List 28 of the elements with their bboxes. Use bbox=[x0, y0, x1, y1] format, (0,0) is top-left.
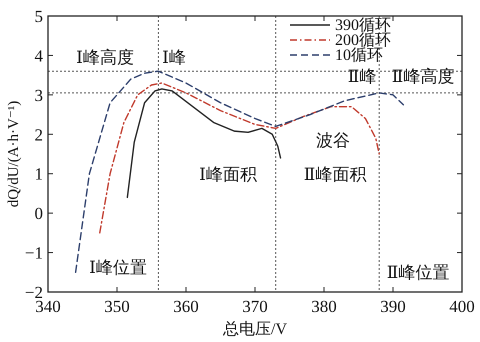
x-tick-label: 400 bbox=[449, 297, 475, 316]
annotation: 波谷 bbox=[316, 131, 350, 150]
annotation: Ⅱ峰 bbox=[348, 67, 376, 86]
annotation: Ⅱ峰高度 bbox=[392, 67, 454, 86]
x-tick-label: 360 bbox=[173, 297, 199, 316]
x-tick-label: 380 bbox=[311, 297, 337, 316]
y-tick-label: 0 bbox=[34, 204, 43, 224]
annotation: Ⅰ峰 bbox=[162, 48, 186, 67]
y-tick-label: 2 bbox=[34, 125, 43, 144]
x-tick-label: 370 bbox=[242, 297, 268, 316]
x-axis-title: 总电压/V bbox=[222, 320, 288, 338]
x-tick-label: 390 bbox=[380, 297, 406, 316]
x-tick-label: 350 bbox=[104, 297, 130, 316]
annotation: Ⅰ峰面积 bbox=[199, 165, 257, 184]
y-tick-label: 4 bbox=[34, 46, 44, 66]
line-series bbox=[126, 88, 282, 198]
y-tick-label: 3 bbox=[34, 86, 43, 105]
line-series bbox=[99, 82, 380, 234]
annotation: Ⅱ峰位置 bbox=[386, 263, 450, 282]
annotation: Ⅰ峰高度 bbox=[76, 48, 134, 67]
y-tick-label: 5 bbox=[34, 7, 43, 26]
legend-label: 10循环 bbox=[335, 47, 383, 64]
annotation: Ⅰ峰位置 bbox=[89, 258, 147, 277]
annotation: Ⅱ峰面积 bbox=[304, 165, 366, 184]
legend-label: 390循环 bbox=[335, 17, 391, 34]
y-tick-label: −1 bbox=[24, 244, 43, 263]
y-tick-label: 1 bbox=[34, 164, 43, 184]
y-axis-title: dQ/dU/(A·h·V⁻¹) bbox=[6, 100, 22, 208]
